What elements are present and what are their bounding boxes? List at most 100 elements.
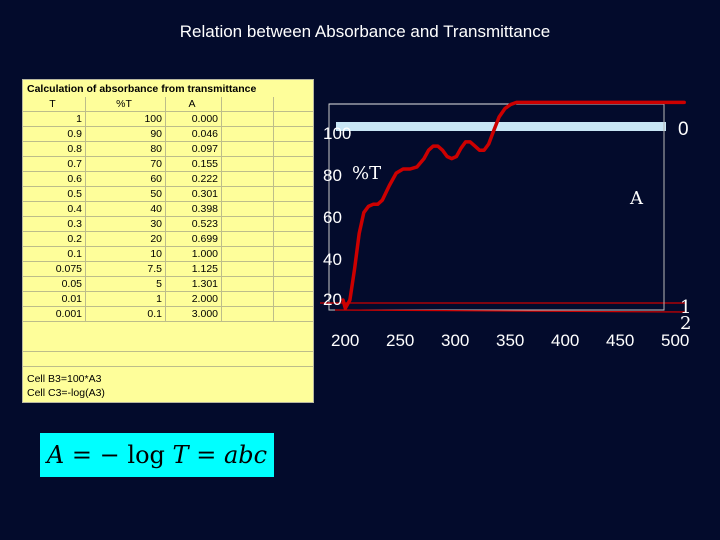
cell-a: 1.125 bbox=[166, 262, 222, 277]
y-tick-label: 20 bbox=[323, 290, 342, 309]
cell-empty bbox=[274, 292, 313, 307]
cell-empty bbox=[222, 127, 274, 142]
cell-a: 0.699 bbox=[166, 232, 222, 247]
spreadsheet-row: 0.9 90 0.046 bbox=[23, 127, 313, 142]
cell-t: 0.5 bbox=[23, 187, 86, 202]
cell-empty bbox=[222, 172, 274, 187]
spreadsheet-row: 0.2 20 0.699 bbox=[23, 232, 313, 247]
spreadsheet-row: 0.075 7.5 1.125 bbox=[23, 262, 313, 277]
cell-empty bbox=[274, 202, 313, 217]
absorbance-equation: A = − log T = abc bbox=[40, 433, 274, 477]
x-tick-label: 300 bbox=[441, 331, 470, 350]
spreadsheet-row: 0.001 0.1 3.000 bbox=[23, 307, 313, 322]
cell-empty bbox=[222, 247, 274, 262]
x-tick-label: 400 bbox=[551, 331, 580, 350]
y-tick-label: 100 bbox=[323, 124, 352, 143]
cell-empty bbox=[274, 157, 313, 172]
spreadsheet-row: 0.3 30 0.523 bbox=[23, 217, 313, 232]
cell-a: 0.000 bbox=[166, 112, 222, 127]
spreadsheet-row: 0.7 70 0.155 bbox=[23, 157, 313, 172]
x-tick-label: 450 bbox=[606, 331, 635, 350]
cell-a: 2.000 bbox=[166, 292, 222, 307]
right-tick-label: 0 bbox=[678, 119, 689, 140]
y-tick-label: 40 bbox=[323, 250, 342, 269]
cell-percent-t: 40 bbox=[86, 202, 166, 217]
slide-title: Relation between Absorbance and Transmit… bbox=[179, 22, 551, 41]
y-tick-label: 80 bbox=[323, 166, 342, 185]
cell-empty bbox=[222, 217, 274, 232]
cell-empty bbox=[274, 112, 313, 127]
cell-a: 1.301 bbox=[166, 277, 222, 292]
cell-percent-t: 0.1 bbox=[86, 307, 166, 322]
cell-a: 3.000 bbox=[166, 307, 222, 322]
spreadsheet-header-row: T %T A bbox=[23, 97, 313, 112]
equation-minus: − bbox=[99, 441, 120, 469]
x-tick-label: 500 bbox=[661, 331, 690, 350]
cell-t: 0.9 bbox=[23, 127, 86, 142]
cell-empty bbox=[222, 307, 274, 322]
plot-frame bbox=[328, 103, 665, 311]
spreadsheet-row: 0.05 5 1.301 bbox=[23, 277, 313, 292]
cell-empty bbox=[222, 202, 274, 217]
x-tick-label: 250 bbox=[386, 331, 415, 350]
cell-a: 1.000 bbox=[166, 247, 222, 262]
cell-empty bbox=[222, 232, 274, 247]
cell-percent-t: 60 bbox=[86, 172, 166, 187]
cell-empty bbox=[274, 217, 313, 232]
cell-a: 0.301 bbox=[166, 187, 222, 202]
cell-t: 0.05 bbox=[23, 277, 86, 292]
cell-empty bbox=[274, 127, 313, 142]
cell-t: 1 bbox=[23, 112, 86, 127]
spreadsheet-blank-row bbox=[23, 337, 313, 352]
right-tick-label: 2 bbox=[680, 313, 692, 334]
spreadsheet-blank-row bbox=[23, 352, 313, 367]
spreadsheet-row: 1 100 0.000 bbox=[23, 112, 313, 127]
cell-t: 0.4 bbox=[23, 202, 86, 217]
cell-percent-t: 80 bbox=[86, 142, 166, 157]
y-axis-label-right: A bbox=[630, 188, 643, 209]
cell-empty bbox=[274, 142, 313, 157]
spreadsheet-note: Cell C3=-log(A3) bbox=[27, 387, 105, 399]
cell-empty bbox=[274, 277, 313, 292]
cell-t: 0.001 bbox=[23, 307, 86, 322]
cell-empty bbox=[222, 262, 274, 277]
equation-equals: = bbox=[71, 441, 93, 469]
spreadsheet-row: 0.5 50 0.301 bbox=[23, 187, 313, 202]
x-axis-lower-line bbox=[334, 309, 686, 313]
spreadsheet-caption: Calculation of absorbance from transmitt… bbox=[27, 83, 257, 95]
cell-empty bbox=[222, 292, 274, 307]
cell-empty bbox=[222, 112, 274, 127]
cell-a: 0.097 bbox=[166, 142, 222, 157]
cell-empty bbox=[222, 187, 274, 202]
spreadsheet-row: 0.6 60 0.222 bbox=[23, 172, 313, 187]
equation-abc: abc bbox=[223, 441, 268, 469]
y-tick-label: 60 bbox=[323, 208, 342, 227]
header-percent-t: %T bbox=[86, 97, 166, 112]
cell-percent-t: 7.5 bbox=[86, 262, 166, 277]
cell-empty bbox=[274, 232, 313, 247]
spreadsheet-row: 0.4 40 0.398 bbox=[23, 202, 313, 217]
cell-a: 0.523 bbox=[166, 217, 222, 232]
cell-percent-t: 90 bbox=[86, 127, 166, 142]
spreadsheet-row: 0.01 1 2.000 bbox=[23, 292, 313, 307]
equation-t: T bbox=[172, 441, 189, 469]
cell-percent-t: 100 bbox=[86, 112, 166, 127]
absorbance-spreadsheet: Calculation of absorbance from transmitt… bbox=[22, 79, 314, 403]
right-tick-label: 1 bbox=[680, 297, 692, 318]
header-t: T bbox=[23, 97, 86, 112]
cell-percent-t: 70 bbox=[86, 157, 166, 172]
cell-empty bbox=[274, 247, 313, 262]
y-axis-label-left: %T bbox=[352, 163, 382, 184]
cell-empty bbox=[274, 187, 313, 202]
cell-t: 0.3 bbox=[23, 217, 86, 232]
spreadsheet-row: 0.8 80 0.097 bbox=[23, 142, 313, 157]
cell-t: 0.2 bbox=[23, 232, 86, 247]
x-tick-label: 200 bbox=[331, 331, 360, 350]
cell-percent-t: 5 bbox=[86, 277, 166, 292]
cell-t: 0.1 bbox=[23, 247, 86, 262]
baseline-bar bbox=[336, 122, 666, 131]
cell-t: 0.8 bbox=[23, 142, 86, 157]
cell-a: 0.222 bbox=[166, 172, 222, 187]
cell-percent-t: 1 bbox=[86, 292, 166, 307]
